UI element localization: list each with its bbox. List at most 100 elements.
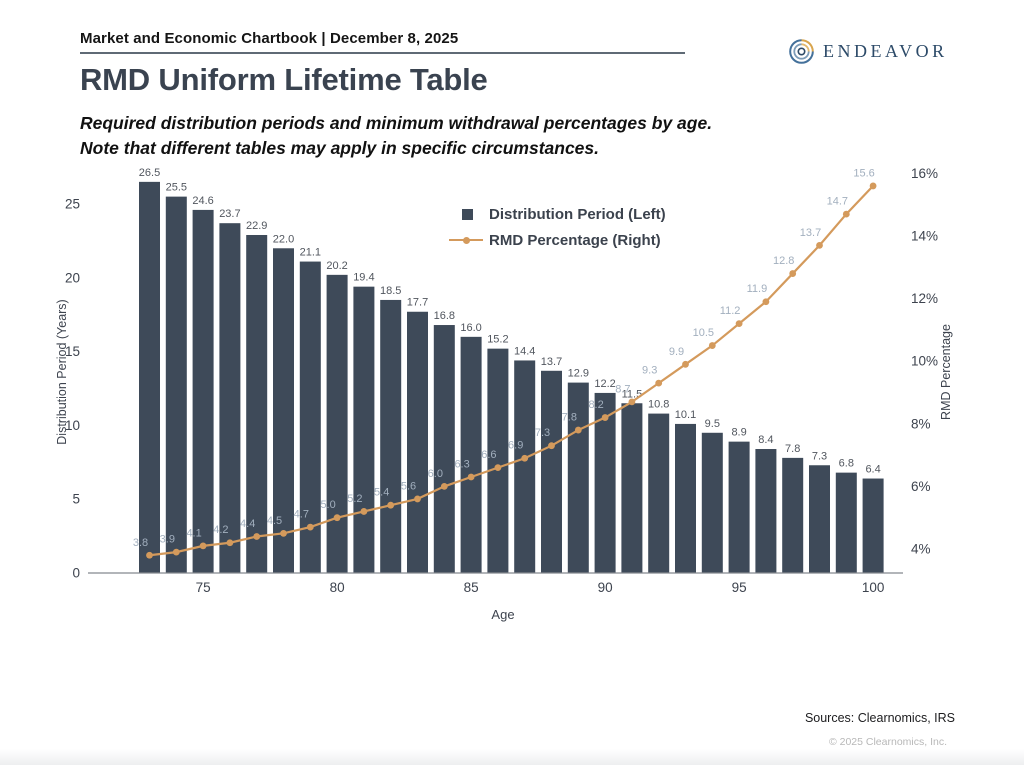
line-value-label: 4.7	[294, 509, 309, 521]
line-value-label: 6.6	[481, 449, 496, 461]
right-axis-title: RMD Percentage	[939, 324, 953, 420]
rmd-line	[149, 185, 874, 557]
bar-value-label: 23.7	[219, 208, 240, 220]
bar-value-label: 14.4	[514, 345, 535, 357]
bar-value-label: 20.2	[326, 260, 347, 272]
bar-age-92	[648, 413, 670, 573]
subtitle-line-2: Note that different tables may apply in …	[80, 138, 600, 158]
right-axis-tick-4: 4%	[911, 542, 931, 557]
bar-value-label: 12.9	[568, 368, 589, 380]
page-title: RMD Uniform Lifetime Table	[80, 62, 488, 97]
line-point-age-92	[655, 379, 663, 387]
bar-age-76	[219, 223, 241, 574]
bar-value-label: 19.4	[353, 272, 374, 284]
bar-value-label: 24.6	[192, 195, 213, 207]
line-value-label: 14.7	[827, 196, 848, 208]
legend-item-rmd-percentage: RMD Percentage (Right)	[449, 229, 666, 251]
line-value-label: 13.7	[800, 227, 821, 239]
line-value-label: 4.2	[213, 524, 228, 536]
header-divider	[80, 52, 685, 54]
line-value-label: 4.1	[186, 527, 201, 539]
line-point-age-81	[360, 508, 368, 515]
bar-age-96	[755, 449, 777, 573]
x-axis-tick-100: 100	[862, 580, 885, 595]
line-value-label: 8.2	[588, 399, 603, 411]
x-axis-tick-85: 85	[464, 580, 479, 595]
bar-value-label: 15.2	[487, 334, 508, 346]
left-axis-title: Distribution Period (Years)	[55, 299, 69, 444]
line-point-age-93	[682, 360, 689, 368]
line-value-label: 7.3	[535, 427, 550, 439]
bar-age-80	[326, 274, 348, 573]
bar-value-label: 16.8	[434, 310, 455, 322]
bar-age-99	[835, 472, 857, 573]
left-axis-tick-15: 15	[65, 344, 80, 359]
legend-line-dot-icon	[462, 236, 470, 244]
bar-age-97	[782, 457, 804, 573]
legend-label-rmd-percentage: RMD Percentage (Right)	[489, 231, 661, 249]
line-point-age-76	[226, 539, 234, 547]
left-axis-tick-10: 10	[65, 418, 80, 433]
bar-age-100	[862, 478, 884, 573]
line-value-label: 5.4	[374, 487, 389, 499]
brand-wordmark: ENDEAVOR	[823, 41, 948, 61]
line-point-age-80	[333, 514, 341, 522]
bar-age-79	[299, 261, 321, 573]
line-value-label: 4.5	[267, 515, 282, 527]
line-value-label: 5.6	[401, 480, 416, 492]
line-point-age-84	[440, 483, 448, 490]
bar-age-87	[514, 360, 536, 573]
bar-age-94	[701, 432, 723, 573]
right-axis-tick-10: 10%	[911, 354, 938, 369]
line-point-age-87	[521, 454, 529, 462]
bar-age-74	[165, 196, 187, 573]
bar-value-label: 7.8	[785, 443, 800, 455]
bar-age-84	[433, 325, 455, 573]
bar-value-label: 25.5	[166, 182, 187, 194]
line-point-age-86	[494, 464, 502, 472]
bar-age-78	[273, 248, 294, 573]
bar-age-89	[567, 382, 589, 573]
bar-value-label: 8.9	[731, 427, 746, 439]
legend-label-distribution-period: Distribution Period (Left)	[489, 205, 666, 223]
copyright-note: © 2025 Clearnomics, Inc.	[828, 736, 947, 748]
line-value-label: 6.0	[428, 468, 443, 480]
line-point-age-100	[869, 182, 877, 190]
bar-age-90	[594, 392, 616, 573]
left-axis-tick-5: 5	[72, 492, 80, 507]
bar-value-label: 12.2	[594, 378, 615, 390]
right-axis-tick-6: 6%	[911, 479, 931, 494]
bar-value-label: 21.1	[300, 247, 321, 259]
bar-age-82	[380, 299, 402, 573]
line-value-label: 5.0	[320, 499, 335, 511]
bar-value-label: 13.7	[541, 356, 562, 368]
bar-value-label: 7.3	[812, 450, 827, 462]
bar-value-label: 22.9	[246, 220, 267, 232]
right-axis-tick-8: 8%	[911, 416, 931, 431]
bar-age-93	[675, 423, 696, 573]
line-value-label: 9.9	[669, 346, 684, 358]
bar-age-75	[192, 209, 214, 574]
line-value-label: 11.2	[720, 305, 741, 317]
bar-age-85	[460, 336, 482, 573]
page-subtitle: Required distribution periods and minimu…	[80, 111, 712, 161]
left-axis-tick-20: 20	[65, 270, 80, 285]
bar-age-88	[541, 370, 562, 573]
bar-value-label: 6.8	[839, 458, 854, 470]
bar-age-95	[728, 441, 750, 573]
chart-legend: Distribution Period (Left) RMD Percentag…	[449, 203, 666, 251]
bar-age-81	[353, 286, 375, 573]
right-axis-tick-16: 16%	[911, 166, 938, 181]
line-point-age-73	[146, 551, 153, 559]
x-axis-tick-80: 80	[330, 580, 345, 595]
line-value-label: 6.3	[454, 459, 469, 471]
bar-value-label: 17.7	[407, 297, 428, 309]
line-point-age-77	[253, 533, 261, 540]
bar-age-73	[139, 181, 160, 574]
subtitle-line-1: Required distribution periods and minimu…	[80, 113, 713, 133]
line-value-label: 10.5	[693, 327, 714, 339]
line-point-age-90	[601, 414, 609, 421]
line-value-label: 9.3	[642, 365, 657, 377]
